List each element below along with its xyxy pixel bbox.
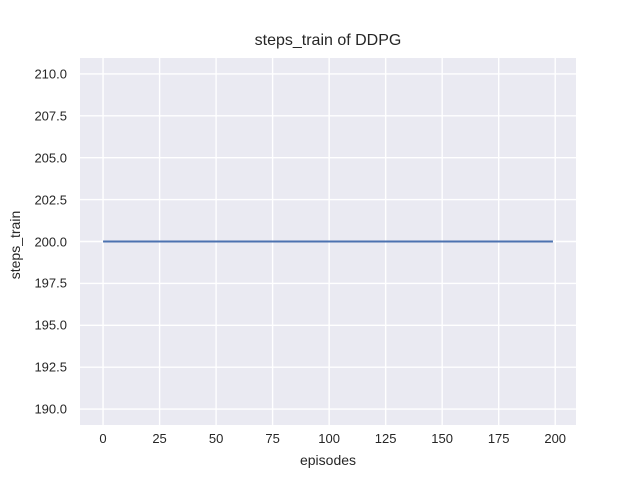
- y-tick-label: 210.0: [34, 66, 67, 82]
- y-tick-label: 200.0: [34, 234, 67, 249]
- x-tick-label: 200: [544, 431, 567, 446]
- x-tick-label: 0: [99, 431, 107, 446]
- y-tick-label: 202.5: [34, 192, 67, 208]
- plot-canvas: [80, 58, 576, 425]
- x-tick-label: 100: [318, 431, 340, 446]
- plot-area: [80, 58, 576, 425]
- x-tick-label: 175: [487, 431, 510, 446]
- x-tick-label: 25: [152, 431, 167, 446]
- x-tick-label: 75: [265, 431, 280, 446]
- y-tick-label: 190.0: [34, 401, 67, 417]
- y-tick-label: 197.5: [34, 275, 67, 291]
- y-tick-label: 192.5: [34, 359, 67, 375]
- y-tick-label: 205.0: [34, 150, 67, 166]
- y-tick-label: 207.5: [34, 108, 67, 124]
- chart-title: steps_train of DDPG: [254, 32, 402, 49]
- x-tick-label: 150: [431, 431, 454, 446]
- x-axis-label: episodes: [299, 452, 357, 468]
- x-tick-label: 125: [374, 431, 397, 446]
- y-tick-label: 195.0: [34, 317, 67, 333]
- x-tick-label: 50: [208, 431, 224, 446]
